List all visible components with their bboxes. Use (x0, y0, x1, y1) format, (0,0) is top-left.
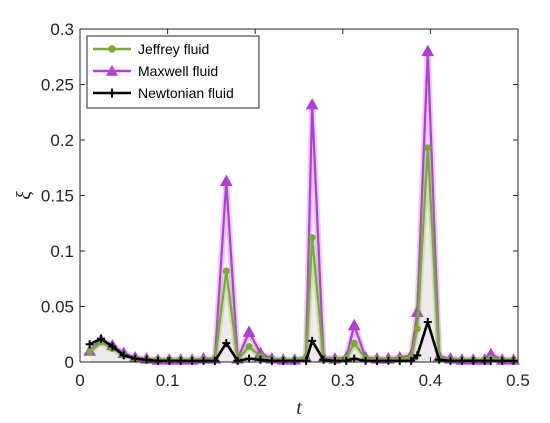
x-axis-label: t (296, 397, 302, 419)
data-point (199, 356, 208, 365)
data-point (86, 348, 94, 356)
legend-swatch-marker (107, 88, 117, 98)
y-axis-ticks: 0 0.05 0.1 0.15 0.2 0.25 0.3 (41, 20, 518, 372)
series-area (89, 51, 514, 362)
data-point (267, 356, 276, 365)
data-point (219, 174, 233, 186)
series-area (89, 147, 514, 362)
legend-swatch-marker (108, 45, 116, 53)
data-point (210, 356, 219, 365)
data-point (509, 356, 518, 365)
data-point (108, 342, 117, 351)
data-point (446, 356, 455, 365)
data-point (384, 356, 393, 365)
data-point (424, 144, 432, 152)
data-point (245, 342, 253, 350)
data-point (342, 356, 351, 365)
data-point (290, 356, 299, 365)
x-tick-label: 0.1 (156, 371, 180, 390)
y-tick-label: 0.05 (41, 298, 74, 317)
y-tick-label: 0 (65, 353, 74, 372)
y-tick-label: 0.3 (50, 20, 74, 39)
legend-label: Jeffrey fluid (138, 41, 209, 57)
legend-label: Maxwell fluid (138, 63, 218, 79)
data-point (361, 356, 370, 365)
data-point (188, 356, 197, 365)
data-point (486, 356, 495, 365)
data-point (498, 356, 507, 365)
legend-item-newtonian-fluid: Newtonian fluid (93, 85, 234, 101)
data-point (308, 336, 317, 345)
data-point (153, 356, 162, 365)
data-point (119, 351, 128, 360)
data-point (233, 356, 242, 365)
y-tick-label: 0.1 (50, 242, 74, 261)
data-point (308, 234, 316, 242)
data-point (222, 339, 231, 348)
legend-swatch-marker (106, 65, 118, 76)
data-point (242, 325, 256, 337)
legend: Jeffrey fluid Maxwell fluid Newtonian flui… (86, 35, 260, 109)
y-axis-label: ξ (13, 191, 35, 200)
x-tick-label: 0.2 (243, 371, 267, 390)
y-tick-label: 0.25 (41, 76, 74, 95)
data-point (131, 354, 140, 363)
data-point (395, 356, 404, 365)
data-point (85, 340, 94, 349)
series-layer (83, 44, 520, 365)
data-point (413, 351, 422, 360)
series-newtonian-fluid (85, 318, 518, 365)
y-tick-label: 0.2 (50, 131, 74, 150)
data-point (330, 356, 339, 365)
x-tick-label: 0.3 (331, 371, 355, 390)
data-point (302, 356, 311, 365)
data-point (457, 356, 466, 365)
data-point (350, 354, 359, 363)
data-point (279, 356, 288, 365)
legend-item-jeffrey-fluid: Jeffrey fluid (93, 41, 209, 57)
y-tick-label: 0.15 (41, 187, 74, 206)
data-point (421, 44, 435, 57)
data-point (222, 267, 230, 275)
x-tick-label: 0 (75, 371, 84, 390)
data-point (245, 354, 254, 363)
data-point (305, 97, 319, 110)
data-point (97, 334, 106, 343)
data-point (469, 356, 478, 365)
data-point (413, 325, 421, 333)
data-point (407, 356, 416, 365)
x-tick-label: 0.4 (419, 371, 443, 390)
data-point (176, 356, 185, 365)
data-point (165, 356, 174, 365)
data-point (347, 318, 361, 331)
data-point (372, 356, 381, 365)
data-point (423, 318, 432, 327)
x-axis-ticks: 0 0.1 0.2 0.3 0.4 0.5 (75, 29, 530, 390)
series-line (89, 320, 514, 363)
data-point (350, 339, 358, 347)
legend-item-maxwell-fluid: Maxwell fluid (93, 63, 218, 79)
x-tick-label: 0.5 (506, 371, 530, 390)
legend-label: Newtonian fluid (138, 85, 234, 101)
